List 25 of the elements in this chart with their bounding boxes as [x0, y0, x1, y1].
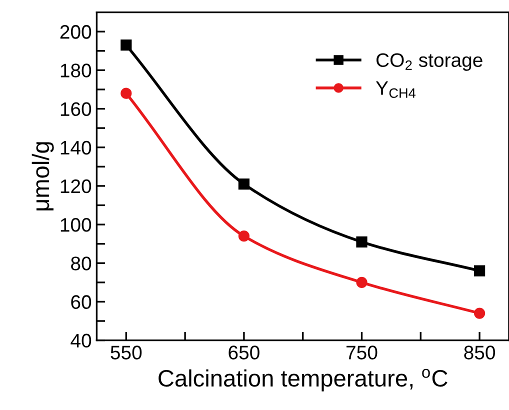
- y-tick-label: 60: [71, 295, 92, 309]
- y-tick-label: 100: [60, 218, 92, 232]
- point: [120, 40, 132, 51]
- point: [356, 276, 368, 288]
- point: [474, 265, 486, 276]
- x-tick-label: 650: [228, 346, 260, 360]
- y-tick-label: 40: [70, 334, 92, 348]
- y-axis-title: μmol/g: [32, 142, 54, 210]
- y-tick-label: 120: [60, 179, 92, 194]
- point: [120, 88, 132, 99]
- point: [474, 308, 486, 319]
- x-tick-label: 850: [464, 346, 496, 360]
- point: [356, 236, 368, 248]
- y-tick-label: 80: [71, 256, 92, 270]
- y-tick-label: 160: [60, 102, 92, 116]
- legend-label: CO$_{2}$ storage: [376, 53, 482, 71]
- y-tick-label: 200: [60, 25, 92, 39]
- y-tick-label: 180: [60, 64, 92, 78]
- x-axis-title: Calcination temperature, $^{o}$C: [158, 368, 448, 392]
- point: [238, 230, 250, 242]
- x-tick-label: 750: [346, 346, 378, 360]
- x-tick-label: 550: [110, 346, 142, 360]
- legend-label: Y$_{CH4}$: [376, 81, 416, 98]
- point: [238, 178, 250, 190]
- y-tick-label: 140: [60, 140, 92, 155]
